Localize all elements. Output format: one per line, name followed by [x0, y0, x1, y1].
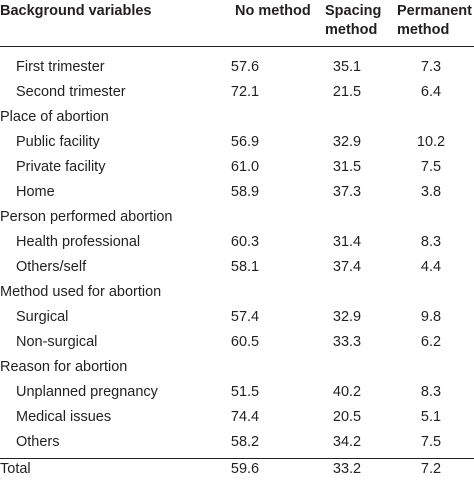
- cell-no-method: 58.9: [230, 184, 260, 200]
- category-label: Reason for abortion: [0, 359, 128, 375]
- cell-no-method: 74.4: [230, 409, 260, 425]
- row-label: Others/self: [16, 259, 87, 275]
- total-label: Total: [0, 461, 31, 477]
- header-background-variables: Background variables: [0, 3, 152, 19]
- cell-permanent-method: 8.3: [420, 384, 442, 400]
- cell-spacing-method: 31.4: [332, 234, 362, 250]
- cell-no-method: 60.3: [230, 234, 260, 250]
- cell-permanent-method: 6.4: [420, 84, 442, 100]
- cell-spacing-method: 31.5: [332, 159, 362, 175]
- table-row: Non-surgical 60.5 33.3 6.2: [0, 330, 474, 355]
- cell-permanent-method: 3.8: [420, 184, 442, 200]
- table-row: Health professional 60.3 31.4 8.3: [0, 230, 474, 255]
- category-label: Place of abortion: [0, 109, 109, 125]
- cell-permanent-method: 5.1: [420, 409, 442, 425]
- table-row: Surgical 57.4 32.9 9.8: [0, 305, 474, 330]
- cell-permanent-method: 9.8: [420, 309, 442, 325]
- cell-no-method: 57.4: [230, 309, 260, 325]
- table-row: Second trimester 72.1 21.5 6.4: [0, 80, 474, 105]
- table-body: First trimester 57.6 35.1 7.3 Second trimest…: [0, 47, 474, 455]
- row-label: Medical issues: [16, 409, 112, 425]
- row-label: Public facility: [16, 134, 100, 150]
- cell-no-method: 60.5: [230, 334, 260, 350]
- cell-spacing-method: 37.3: [332, 184, 362, 200]
- row-label: Second trimester: [16, 84, 126, 100]
- row-label: Private facility: [16, 159, 106, 175]
- table-row: Home 58.9 37.3 3.8: [0, 180, 474, 205]
- table-row: Medical issues 74.4 20.5 5.1: [0, 405, 474, 430]
- row-label: Home: [16, 184, 55, 200]
- cell-permanent-method: 7.5: [420, 159, 442, 175]
- category-row: Method used for abortion: [0, 280, 474, 305]
- cell-spacing-method: 32.9: [332, 309, 362, 325]
- row-label: Non-surgical: [16, 334, 98, 350]
- header-no-method: No method: [235, 3, 311, 19]
- table-row: Public facility 56.9 32.9 10.2: [0, 130, 474, 155]
- cell-no-method: 58.2: [230, 434, 260, 450]
- total-row: Total 59.6 33.2 7.2: [0, 458, 474, 483]
- table-row: First trimester 57.6 35.1 7.3: [0, 55, 474, 80]
- cell-permanent-method: 10.2: [416, 134, 446, 150]
- table-row: Private facility 61.0 31.5 7.5: [0, 155, 474, 180]
- cell-spacing-method: 35.1: [332, 59, 362, 75]
- total-spacing-method: 33.2: [332, 461, 362, 477]
- cell-permanent-method: 7.3: [420, 59, 442, 75]
- cell-permanent-method: 4.4: [420, 259, 442, 275]
- cell-no-method: 51.5: [230, 384, 260, 400]
- category-label: Method used for abortion: [0, 284, 162, 300]
- row-label: Health professional: [16, 234, 141, 250]
- cell-spacing-method: 32.9: [332, 134, 362, 150]
- cell-no-method: 56.9: [230, 134, 260, 150]
- row-label: Unplanned pregnancy: [16, 384, 158, 400]
- cell-no-method: 72.1: [230, 84, 260, 100]
- cell-no-method: 61.0: [230, 159, 260, 175]
- category-row: Person performed abortion: [0, 205, 474, 230]
- header-permanent-method: Permanent method: [397, 3, 472, 38]
- row-label: Others: [16, 434, 60, 450]
- row-label: Surgical: [16, 309, 69, 325]
- cell-spacing-method: 33.3: [332, 334, 362, 350]
- total-permanent-method: 7.2: [420, 461, 442, 477]
- cell-permanent-method: 7.5: [420, 434, 442, 450]
- cell-spacing-method: 34.2: [332, 434, 362, 450]
- table-header: Background variables No method Spacing m…: [0, 0, 474, 47]
- total-no-method: 59.6: [230, 461, 260, 477]
- cell-permanent-method: 8.3: [420, 234, 442, 250]
- table-row: Others/self 58.1 37.4 4.4: [0, 255, 474, 280]
- table-row: Unplanned pregnancy 51.5 40.2 8.3: [0, 380, 474, 405]
- header-spacing-method: Spacing method: [325, 3, 382, 38]
- row-label: First trimester: [16, 59, 105, 75]
- cell-no-method: 58.1: [230, 259, 260, 275]
- cell-permanent-method: 6.2: [420, 334, 442, 350]
- cell-no-method: 57.6: [230, 59, 260, 75]
- cell-spacing-method: 21.5: [332, 84, 362, 100]
- cell-spacing-method: 20.5: [332, 409, 362, 425]
- category-label: Person performed abortion: [0, 209, 173, 225]
- cell-spacing-method: 37.4: [332, 259, 362, 275]
- category-row: Reason for abortion: [0, 355, 474, 380]
- category-row: Place of abortion: [0, 105, 474, 130]
- cell-spacing-method: 40.2: [332, 384, 362, 400]
- table-row: Others 58.2 34.2 7.5: [0, 430, 474, 455]
